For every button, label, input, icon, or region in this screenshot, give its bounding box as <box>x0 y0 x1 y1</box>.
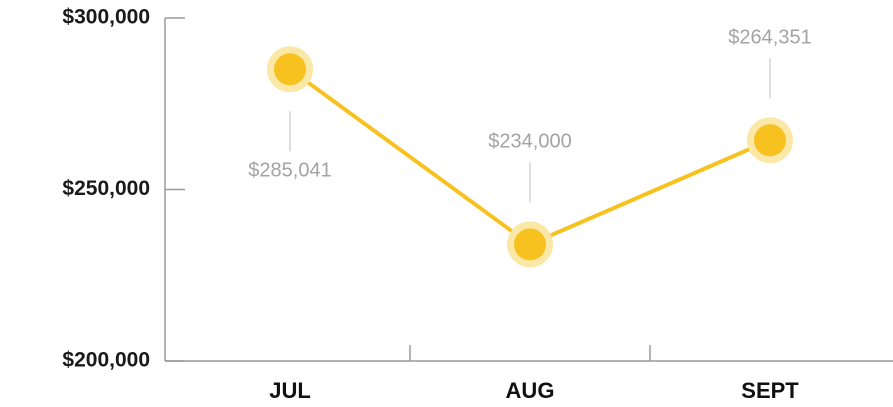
line <box>288 67 771 247</box>
y-tick-label: $300,000 <box>62 6 150 29</box>
x-tick-label: SEPT <box>741 378 799 403</box>
point <box>754 124 786 157</box>
value-label: $234,000 <box>488 131 571 153</box>
x-tick-label: JUL <box>269 378 311 403</box>
value-label: $264,351 <box>728 27 811 49</box>
y-tick-label: $250,000 <box>62 177 150 200</box>
y-tick-label: $200,000 <box>62 349 150 372</box>
value-label: $285,041 <box>248 160 331 182</box>
point <box>274 53 306 86</box>
point <box>514 228 546 261</box>
x-tick-label: AUG <box>506 378 555 403</box>
